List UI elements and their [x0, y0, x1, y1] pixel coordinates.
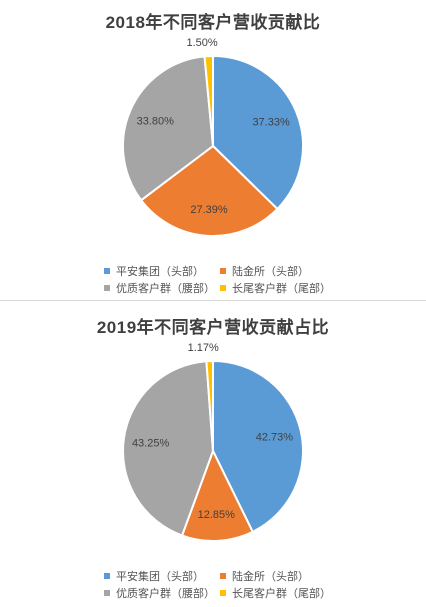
legend-label: 优质客户群（腰部）	[116, 587, 215, 600]
legend-item: 优质客户群（腰部）	[104, 585, 220, 601]
data-label: 1.17%	[188, 342, 219, 354]
chart-title: 2018年不同客户营收贡献比	[105, 13, 321, 32]
legend-label: 长尾客户群（尾部）	[232, 282, 331, 295]
chart-divider	[0, 300, 426, 301]
data-label: 1.50%	[186, 37, 217, 49]
pie-slice	[122, 360, 215, 537]
data-label: 12.85%	[198, 509, 236, 521]
data-label: 27.39%	[190, 204, 228, 216]
legend-swatch	[220, 572, 226, 579]
legend-label: 平安集团（头部）	[116, 265, 204, 278]
chart-panel-2019: 42.73% 12.85% 43.25% 1.17% 2019年不同客户营收贡献占比 …	[0, 303, 426, 607]
chart-title: 2019年不同客户营收贡献占比	[96, 318, 330, 337]
pie-slice	[180, 448, 255, 542]
pie-slice	[212, 54, 305, 211]
legend-item: 平安集团（头部）	[104, 568, 220, 584]
pie-slice	[205, 359, 214, 452]
pie-chart-2018: 37.33% 27.39% 33.80% 1.50%	[122, 37, 305, 237]
legend-swatch	[220, 589, 226, 596]
legend-swatch	[220, 267, 226, 274]
pie-slice	[203, 54, 214, 147]
legend-item: 陆金所（头部）	[220, 263, 336, 279]
data-label: 33.80%	[137, 116, 175, 128]
legend-swatch	[104, 267, 110, 274]
legend-label: 长尾客户群（尾部）	[232, 587, 331, 600]
legend-label: 陆金所（头部）	[232, 570, 309, 583]
legend-item: 长尾客户群（尾部）	[220, 585, 336, 601]
legend: 平安集团（头部） 陆金所（头部） 优质客户群（腰部） 长尾客户群（尾部）	[104, 567, 336, 601]
legend-item: 陆金所（头部）	[220, 568, 336, 584]
data-label: 37.33%	[252, 117, 290, 129]
legend-swatch	[220, 284, 226, 291]
legend-label: 优质客户群（腰部）	[116, 282, 215, 295]
pie-slice	[139, 144, 279, 237]
legend-item: 长尾客户群（尾部）	[220, 280, 336, 296]
legend-label: 平安集团（头部）	[116, 570, 204, 583]
pie-slice	[122, 55, 215, 202]
legend-swatch	[104, 284, 110, 291]
pie-slice	[212, 359, 304, 534]
data-label: 42.73%	[256, 432, 294, 444]
data-label: 43.25%	[132, 437, 170, 449]
legend-swatch	[104, 572, 110, 579]
legend-item: 平安集团（头部）	[104, 263, 220, 279]
legend: 平安集团（头部） 陆金所（头部） 优质客户群（腰部） 长尾客户群（尾部）	[104, 262, 336, 296]
legend-item: 优质客户群（腰部）	[104, 280, 220, 296]
chart-panel-2018: 37.33% 27.39% 33.80% 1.50% 2018年不同客户营收贡献比 平…	[0, 0, 426, 300]
pie-chart-2019: 42.73% 12.85% 43.25% 1.17%	[122, 342, 304, 542]
legend-swatch	[104, 589, 110, 596]
legend-label: 陆金所（头部）	[232, 265, 309, 278]
